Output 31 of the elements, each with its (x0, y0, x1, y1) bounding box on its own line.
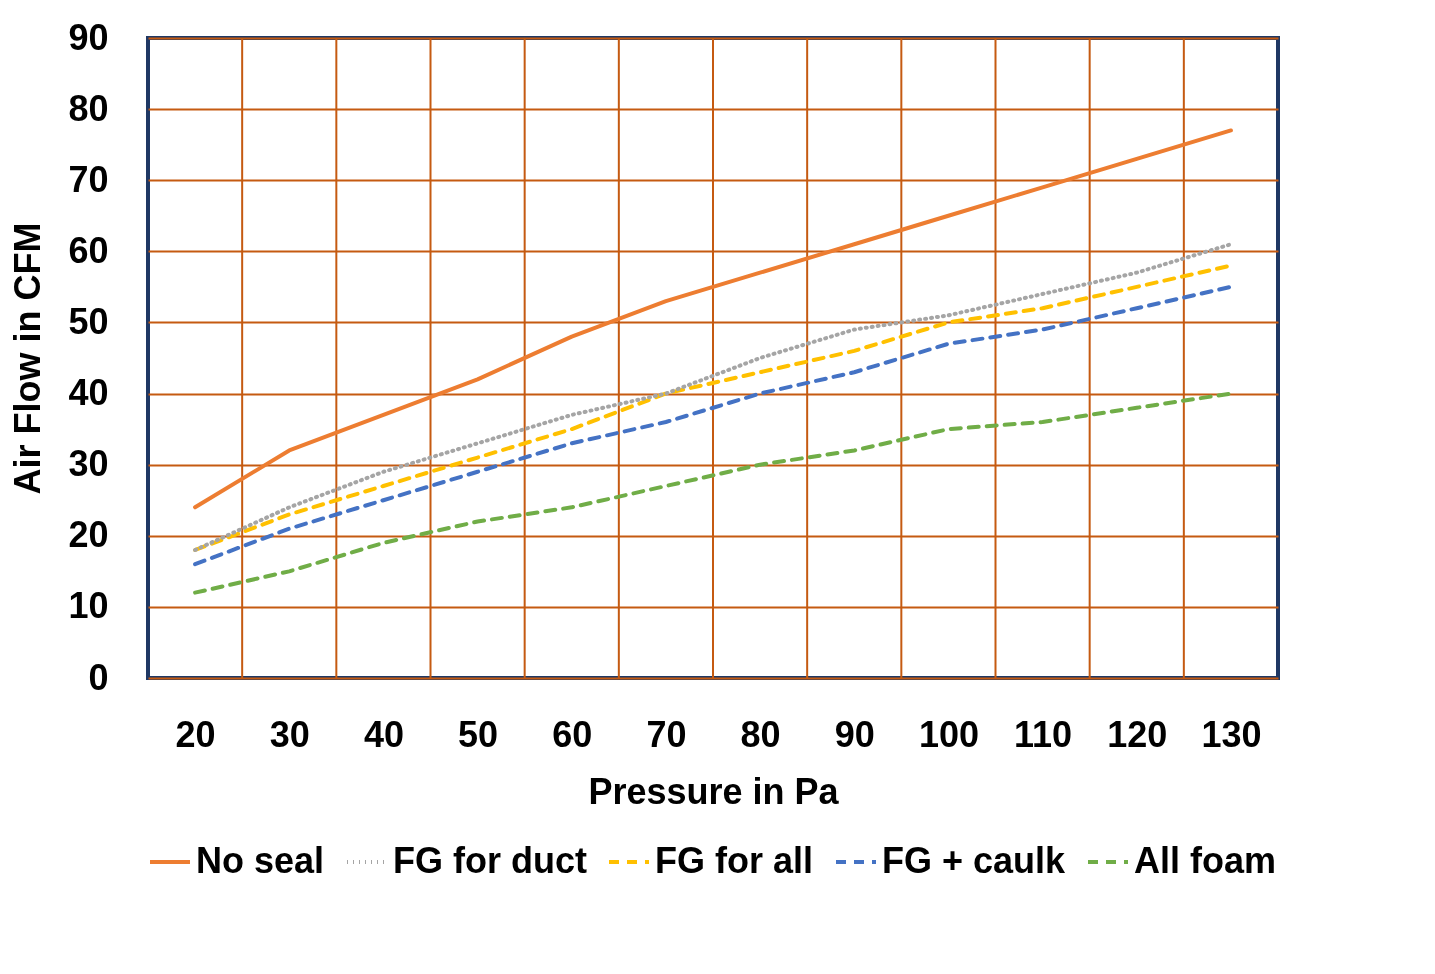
x-tick-label: 30 (269, 713, 310, 755)
y-tick-label: 40 (68, 372, 109, 414)
line-series (193, 391, 1233, 595)
x-tick-label: 90 (834, 713, 875, 755)
x-tick-label: 130 (1201, 713, 1262, 755)
x-tick-label: 20 (175, 713, 216, 755)
x-tick-label: 80 (740, 713, 781, 755)
y-axis-title: Air Flow in CFM (7, 222, 49, 495)
x-tick-label: 50 (458, 713, 499, 755)
x-tick-label: 70 (646, 713, 687, 755)
x-tick-label: 60 (552, 713, 593, 755)
x-tick-label: 40 (363, 713, 404, 755)
legend-label: No seal (196, 840, 325, 881)
line-series (193, 128, 1233, 510)
y-tick-label: 80 (68, 87, 109, 129)
legend-label: FG for duct (393, 840, 587, 881)
x-tick-label: 100 (918, 713, 979, 755)
y-tick-label: 20 (68, 514, 109, 556)
legend-label: FG + caulk (882, 840, 1067, 881)
y-tick-label: 50 (68, 300, 109, 342)
y-tick-label: 60 (68, 229, 109, 271)
y-tick-label: 70 (68, 158, 109, 200)
x-tick-label: 120 (1107, 713, 1168, 755)
legend-label: All foam (1134, 840, 1277, 881)
y-tick-label: 30 (68, 443, 109, 485)
y-tick-label: 90 (68, 16, 109, 58)
y-tick-label: 0 (88, 656, 109, 698)
x-axis-title: Pressure in Pa (588, 770, 840, 812)
y-tick-label: 10 (68, 585, 109, 627)
x-tick-label: 110 (1014, 713, 1073, 755)
legend-label: FG for all (655, 840, 814, 881)
